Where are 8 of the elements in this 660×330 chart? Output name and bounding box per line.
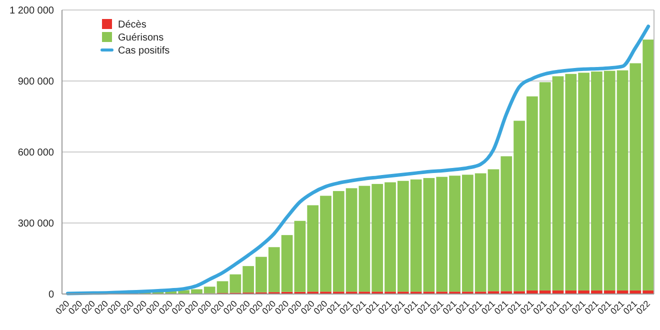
legend-label: Cas positifs xyxy=(118,46,170,56)
y-tick-label: 0 xyxy=(48,290,54,300)
y-tick-label: 600 000 xyxy=(18,148,54,158)
y-tick-label: 900 000 xyxy=(18,76,54,88)
y-tick-label: 1 200 000 xyxy=(10,6,54,16)
legend-label: Guérisons xyxy=(118,32,164,44)
y-tick-label: 300 000 xyxy=(18,218,54,230)
legend-label: Décès xyxy=(118,20,146,30)
